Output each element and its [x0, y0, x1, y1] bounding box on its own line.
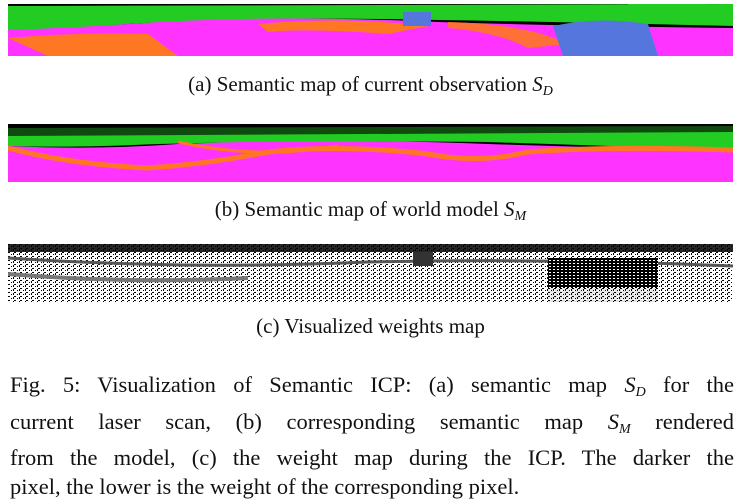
figure-caption-line-2: current laser scan, (b) corresponding se… — [10, 408, 734, 445]
caption-a: (a) Semantic map of current observation … — [0, 71, 741, 105]
caption-b-text: (b) Semantic map of world model — [215, 197, 499, 221]
caption-a-text: (a) Semantic map of current observation — [188, 72, 527, 96]
semantic-observation-image — [8, 4, 733, 56]
figure-caption-line-3: from the model, (c) the weight map durin… — [10, 444, 734, 473]
figure-caption: Fig. 5: Visualization of Semantic ICP: (… — [10, 371, 734, 501]
semantic-model-svg — [8, 124, 733, 182]
caption-b: (b) Semantic map of world model SM — [0, 196, 741, 230]
weights-map-svg — [8, 244, 733, 302]
weights-map-image — [8, 244, 733, 302]
figure-caption-line-4: pixel, the lower is the weight of the co… — [10, 473, 734, 501]
semantic-observation-svg — [8, 4, 733, 56]
figure-caption-line-1: Fig. 5: Visualization of Semantic ICP: (… — [10, 371, 734, 408]
semantic-model-image — [8, 124, 733, 182]
caption-a-symbol: SD — [532, 72, 553, 96]
caption-b-symbol: SM — [504, 197, 526, 221]
caption-c: (c) Visualized weights map — [0, 313, 741, 339]
